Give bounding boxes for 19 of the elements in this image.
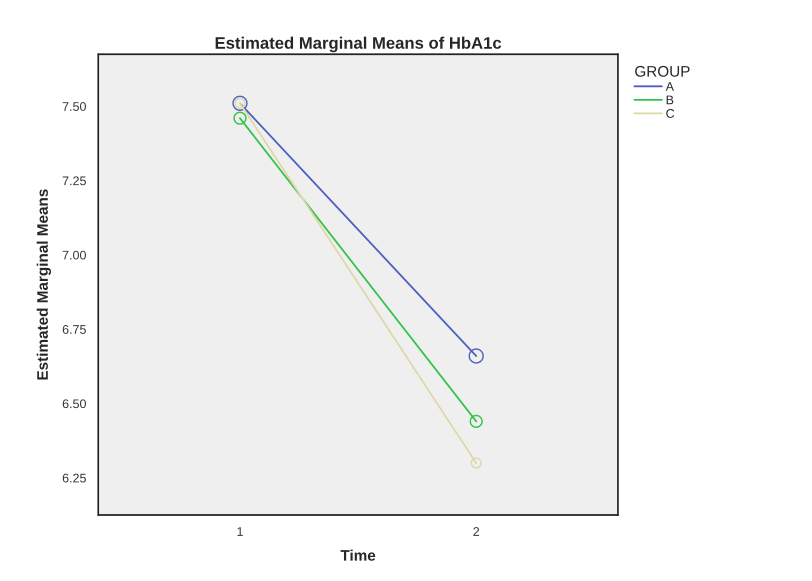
- x-tick-label: 2: [473, 527, 480, 536]
- y-tick-label: 6.50: [62, 399, 86, 408]
- legend-title: GROUP: [635, 66, 690, 77]
- y-axis-title: Estimated Marginal Means: [36, 189, 52, 380]
- legend-label: A: [666, 82, 674, 91]
- legend-label: B: [666, 96, 674, 104]
- point: [470, 457, 482, 469]
- y-tick-label: 6.25: [62, 474, 86, 482]
- legend-label: C: [666, 109, 674, 118]
- point: [468, 348, 484, 364]
- point: [233, 112, 247, 125]
- x-axis-title: Time: [340, 550, 376, 561]
- y-tick-label: 7.50: [62, 102, 86, 111]
- y-tick-label: 7.25: [62, 176, 86, 186]
- point: [470, 414, 483, 428]
- y-tick-label: 7.00: [62, 250, 86, 260]
- y-tick-label: 6.75: [62, 325, 86, 334]
- chart-title: Estimated Marginal Means of HbA1c: [216, 36, 502, 52]
- x-tick-label: 1: [237, 527, 243, 536]
